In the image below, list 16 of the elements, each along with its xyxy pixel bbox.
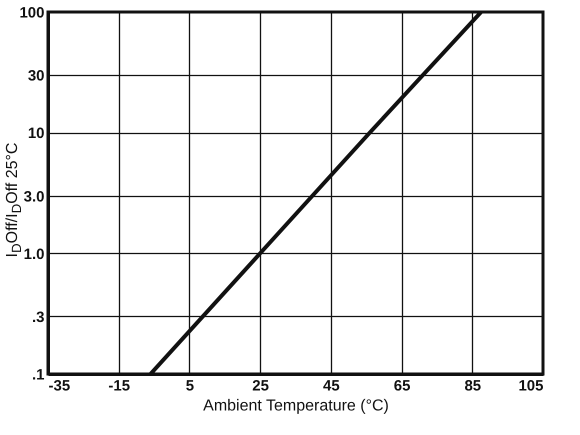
x-tick-label: 5 xyxy=(186,378,194,394)
y-tick-label: 1.0 xyxy=(24,246,44,263)
y-tick-label: 3.0 xyxy=(24,188,44,206)
y-tick-label: 10 xyxy=(28,125,44,142)
x-tick-label: 45 xyxy=(323,378,340,394)
x-tick-label: 105 xyxy=(518,378,544,394)
x-tick-label: 65 xyxy=(394,378,410,394)
x-tick-label: 85 xyxy=(464,378,482,394)
y-tick-label: 30 xyxy=(28,68,44,85)
y-tick-label: .3 xyxy=(32,308,44,326)
x-axis-title: Ambient Temperature (°C) xyxy=(203,398,389,414)
x-tick-label: -15 xyxy=(108,378,130,394)
x-tick-label: -35 xyxy=(48,378,70,394)
x-tick-label: 25 xyxy=(252,378,269,394)
y-tick-label: 100 xyxy=(19,4,44,22)
y-tick-label: .1 xyxy=(32,366,44,384)
